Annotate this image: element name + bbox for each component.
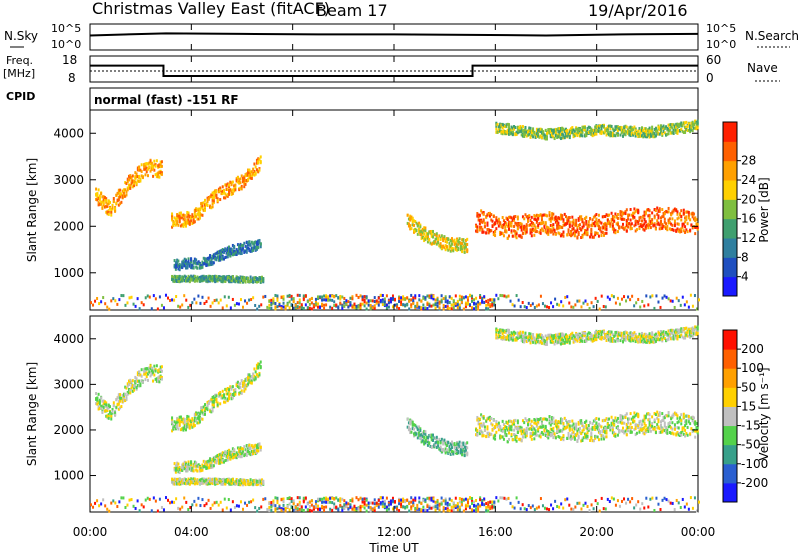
freq-label-line1: Freq. [6,54,33,67]
velocity-feature-7 [495,325,699,346]
x-tick-label: 00:00 [681,525,716,539]
power-colorbar-swatch [723,276,737,297]
velocity-colorbar-tick-label: -15 [741,419,761,433]
velocity-colorbar-frame [722,329,738,503]
velocity-colorbar-tick-label: -100 [741,457,768,471]
velocity-colorbar-swatch [723,368,737,388]
velocity-feature-4 [171,477,265,487]
nsky-label: N.Sky [4,29,38,43]
power-colorbar-tick-label: 20 [741,192,756,206]
velocity-colorbar-swatch [723,463,737,484]
power-colorbar-swatch [723,122,737,142]
velocity-ytick-label: 4000 [53,332,84,346]
velocity-ylabel: Slant Range [km] [25,362,39,466]
power-feature-3 [173,238,262,272]
beam-label: Beam 17 [316,1,388,20]
power-ytick-label: 4000 [53,126,84,140]
x-tick-label: 20:00 [579,525,614,539]
power-colorbar-tick-label: 4 [741,270,749,284]
nsky-series-line [89,32,699,37]
power-ytick-label: 2000 [53,219,84,233]
power-feature-4 [171,274,265,284]
velocity-colorbar: 200 100 50 15 -15 -50 -100 -200 [722,329,768,503]
x-axis-label: Time UT [368,541,419,554]
freq-tick-top: 18 [62,53,77,67]
power-feature-5 [406,213,469,254]
power-y-axis: 1000 2000 3000 4000 [53,126,698,280]
velocity-feature-5 [406,417,469,458]
power-colorbar-swatch [723,238,737,258]
power-colorbar-swatch [723,218,737,239]
velocity-colorbar-title: Velocity [m s⁻¹] [757,367,771,460]
x-tick-label: 12:00 [377,525,412,539]
power-ytick-label: 3000 [53,173,84,187]
nave-label: Nave [747,61,778,75]
velocity-colorbar-tick-label: -200 [741,476,768,490]
cpid-value: normal (fast) -151 RF [94,93,239,107]
velocity-ytick-label: 3000 [53,377,84,391]
x-tick-label: 00:00 [73,525,108,539]
velocity-heatmap [90,325,700,513]
nsky-top-tick: 10^5 [51,22,81,35]
time-x-axis: 00:00 04:00 08:00 12:00 16:00 20:00 00:00 [73,24,716,539]
x-tick-label: 08:00 [275,525,310,539]
power-feature-1 [95,158,163,217]
freq-tick-bottom: 8 [68,71,76,85]
velocity-ytick-label: 1000 [53,469,84,483]
velocity-ground-scatter [90,496,700,513]
power-ytick-label: 1000 [53,266,84,280]
velocity-colorbar-swatch [723,349,737,369]
nsearch-label: N.Search [745,29,799,43]
power-colorbar-frame [722,121,738,297]
nave-tick-top: 60 [706,53,721,67]
nsearch-bottom-tick: 10^0 [706,38,736,51]
velocity-colorbar-swatch [723,425,737,446]
velocity-colorbar-swatch [723,330,737,350]
plot-title: Christmas Valley East (fitACF) [92,0,330,18]
velocity-colorbar-tick-label: -50 [741,438,761,452]
power-feature-2 [171,155,262,229]
velocity-colorbar-tick-label: 200 [741,342,764,356]
velocity-feature-3 [173,442,262,475]
power-colorbar-tick-label: 12 [741,231,756,245]
velocity-y-axis: 1000 2000 3000 4000 [53,332,698,483]
velocity-feature-1 [95,363,163,421]
power-colorbar-swatch [723,199,737,220]
velocity-colorbar-tick-label: 100 [741,361,764,375]
velocity-colorbar-tick-label: 15 [741,399,756,413]
velocity-ytick-label: 2000 [53,423,84,437]
nsky-bottom-tick: 10^0 [51,38,81,51]
power-colorbar-swatch [723,257,737,278]
power-ground-scatter [90,293,700,311]
nave-tick-bottom: 0 [706,71,714,85]
cpid-label: CPID [6,90,35,103]
velocity-colorbar-swatch [723,482,737,503]
power-ylabel: Slant Range [km] [25,158,39,262]
freq-label-line2: [MHz] [3,67,35,80]
power-colorbar-swatch [723,160,737,181]
frequency-series-line [90,64,698,78]
power-colorbar-swatch [723,180,737,200]
nsearch-top-tick: 10^5 [706,22,736,35]
power-feature-7 [495,119,699,141]
power-colorbar-tick-label: 8 [741,250,749,264]
power-colorbar-swatch [723,141,737,162]
power-colorbar: 4 8 12 16 20 24 28 [722,121,756,297]
velocity-colorbar-swatch [723,387,737,407]
power-feature-6 [475,206,699,240]
velocity-colorbar-swatch [723,444,737,465]
power-colorbar-tick-label: 28 [741,154,756,168]
power-colorbar-tick-label: 24 [741,173,756,187]
power-colorbar-title: Power [dB] [757,177,771,242]
power-heatmap [90,119,700,311]
velocity-feature-2 [171,360,262,433]
velocity-feature-6 [475,410,699,444]
velocity-colorbar-swatch [723,406,737,427]
velocity-colorbar-tick-label: 50 [741,380,756,394]
x-tick-label: 16:00 [478,525,513,539]
x-tick-label: 04:00 [174,525,209,539]
date-label: 19/Apr/2016 [588,1,688,20]
power-colorbar-tick-label: 16 [741,212,756,226]
